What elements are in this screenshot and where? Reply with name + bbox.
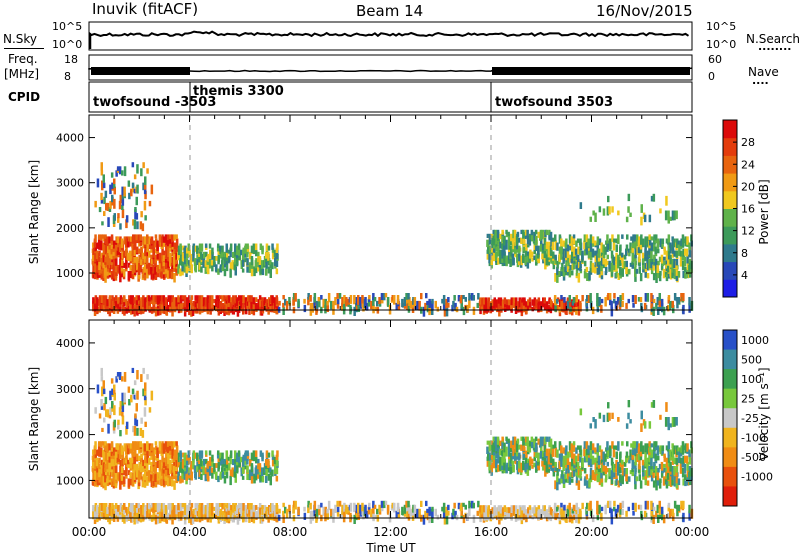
power-ytick-label-3: 4000 [56,132,84,145]
velocity-colorbar-swatch-3 [723,388,737,409]
power-colorbar-swatch-0 [723,279,737,298]
power-colorbar-swatch-7 [723,155,737,174]
velocity-panel: 1000 2000 3000 4000 Slant Range [km] [27,319,694,525]
beam-title: Beam 14 [356,2,424,20]
velocity-colorbar-swatch-0 [723,330,737,351]
power-colorbar: 4 8 12 16 20 24 28 [722,119,755,298]
power-colorbar-swatch-1 [723,261,737,280]
velocity-ytick-label-0: 1000 [56,474,84,487]
nsearch-dots: ........ [758,40,792,53]
nave-label: Nave [748,65,779,79]
velocity-colorbar-tick-7: -1000 [741,471,773,484]
velocity-ytick-label-2: 3000 [56,383,84,396]
velocity-colorbar-swatch-2 [723,369,737,390]
cpid-segment-3: twofsound 3503 [495,95,613,110]
nsky-tick-high: 10^5 [52,20,83,33]
nsearch-label: N.Search [746,32,800,46]
x-tick-label-0: 00:00 [72,525,107,539]
nsky-trace [89,30,690,49]
x-axis-label: Time UT [365,541,416,554]
velocity-ytick-label-1: 2000 [56,429,84,442]
freq-trace [88,67,693,73]
nsky-right-tick-low: 10^0 [706,38,737,51]
velocity-colorbar: 1000 500 100 25 -25 -100 -500 -1000 [722,329,773,507]
freq-band-1 [91,67,190,75]
cpid-label: CPID [8,90,41,104]
velocity-data [91,367,694,525]
power-data [91,162,694,317]
power-ytick-label-1: 2000 [56,222,84,235]
power-colorbar-swatch-6 [723,173,737,192]
freq-label: Freq. [8,52,38,66]
velocity-colorbar-swatch-8 [723,486,737,507]
freq-panel [88,54,693,81]
freq-tick-low: 8 [64,70,71,83]
velocity-colorbar-tick-2: 100 [741,373,762,386]
nsky-label: N.Sky [3,32,38,46]
cpid-panel: twofsound -3503 themis 3300 twofsound 35… [88,81,693,113]
velocity-colorbar-swatch-6 [723,447,737,468]
freq-unit-label: [MHz] [4,67,40,81]
power-colorbar-swatch-5 [723,190,737,209]
x-tick-label-4: 16:00 [474,525,509,539]
power-ytick-label-2: 3000 [56,177,84,190]
velocity-colorbar-tick-5: -100 [741,432,766,445]
velocity-colorbar-swatch-5 [723,427,737,448]
velocity-colorbar-swatch-1 [723,349,737,370]
cpid-segment-2: themis 3300 [193,84,284,99]
power-colorbar-tick-5: 24 [741,158,755,171]
velocity-colorbar-label: Velocity [m s⁻¹] [757,367,771,460]
power-colorbar-swatch-2 [723,243,737,263]
power-colorbar-tick-3: 16 [741,203,755,216]
x-tick-labels: 00:00 04:00 08:00 12:00 16:00 20:00 00:00 [72,525,710,539]
velocity-colorbar-swatch-4 [723,408,737,429]
power-colorbar-swatch-8 [723,137,737,156]
nsky-tick-low: 10^0 [52,38,83,51]
x-tick-label-1: 04:00 [172,525,207,539]
power-colorbar-swatch-3 [723,226,737,245]
nave-tick-high: 60 [708,53,722,66]
x-tick-label-2: 08:00 [273,525,308,539]
power-ylabel: Slant Range [km] [27,160,41,264]
velocity-colorbar-tick-0: 1000 [741,334,769,347]
velocity-ylabel: Slant Range [km] [27,367,41,471]
power-colorbar-label: Power [dB] [757,179,771,244]
nsky-right-tick-high: 10^5 [706,20,737,33]
x-tick-label-6: 00:00 [675,525,710,539]
freq-tick-high: 18 [64,53,78,66]
power-colorbar-tick-4: 20 [741,180,755,193]
nsky-panel [88,21,693,51]
velocity-colorbar-tick-1: 500 [741,353,762,366]
power-colorbar-swatch-4 [723,208,737,227]
power-colorbar-tick-0: 4 [741,269,748,282]
power-colorbar-tick-1: 8 [741,247,748,260]
nsky-underline [4,48,44,49]
velocity-colorbar-tick-4: -25 [741,412,759,425]
velocity-colorbar-tick-6: -500 [741,451,766,464]
nave-tick-low: 0 [708,70,715,83]
power-colorbar-tick-6: 28 [741,136,755,149]
x-tick-label-5: 20:00 [574,525,609,539]
cpid-segment-1: twofsound -3503 [93,95,216,110]
date-title: 16/Nov/2015 [596,2,693,20]
x-tick-label-3: 12:00 [373,525,408,539]
power-colorbar-tick-2: 12 [741,225,755,238]
power-colorbar-swatch-9 [723,120,737,139]
velocity-colorbar-tick-3: 25 [741,392,755,405]
velocity-ytick-label-3: 4000 [56,337,84,350]
power-panel: 1000 2000 3000 4000 Slant Range [km] [27,114,694,317]
power-ytick-label-0: 1000 [56,267,84,280]
nave-dots: .... [752,74,769,87]
velocity-colorbar-swatch-7 [723,466,737,487]
freq-band-2 [492,67,690,75]
station-title: Inuvik (fitACF) [92,0,199,18]
